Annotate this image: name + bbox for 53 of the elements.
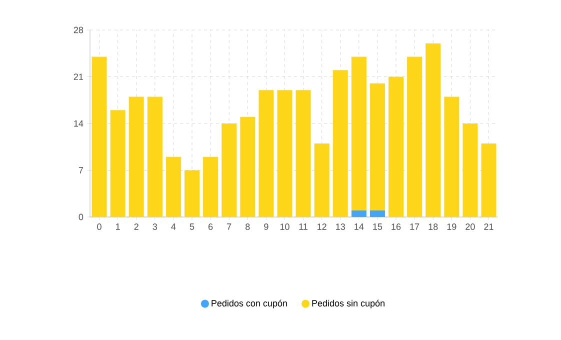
bar: [222, 124, 237, 217]
bar: [314, 144, 330, 217]
bar: [351, 56, 366, 210]
y-tick-label: 7: [78, 167, 84, 174]
x-tick-label: 20: [466, 224, 475, 230]
y-tick-label: 21: [74, 74, 84, 80]
legend-label: Pedidos sin cupón: [312, 300, 384, 308]
bar: [240, 116, 256, 217]
bar: [481, 144, 496, 217]
x-tick-label: 9: [264, 224, 268, 230]
bar: [388, 76, 404, 217]
y-tick-label: 0: [78, 214, 84, 220]
bar: [351, 210, 366, 217]
x-tick-label: 15: [373, 224, 382, 230]
x-tick-label: 12: [318, 224, 326, 230]
bar: [332, 70, 348, 217]
y-tick-label: 14: [74, 120, 84, 127]
y-tick-label: 28: [74, 26, 84, 34]
bar: [184, 170, 200, 217]
x-tick-label: 7: [227, 224, 232, 230]
bar: [166, 156, 181, 217]
x-tick-label: 18: [428, 224, 438, 230]
x-tick-label: 6: [208, 224, 213, 230]
x-tick-label: 21: [484, 224, 494, 230]
x-tick-label: 14: [354, 224, 364, 230]
bar: [258, 90, 274, 217]
bar: [444, 96, 460, 217]
bar: [92, 56, 107, 217]
bar: [277, 90, 292, 217]
x-tick-label: 19: [447, 224, 456, 230]
legend-label: Pedidos con cupón: [212, 300, 287, 308]
bar: [426, 43, 441, 217]
bar: [203, 156, 218, 217]
x-tick-label: 8: [246, 224, 250, 230]
x-tick-label: 17: [410, 224, 420, 230]
x-tick-label: 16: [392, 224, 401, 230]
x-tick-label: 2: [134, 224, 138, 230]
x-tick-label: 1: [116, 224, 120, 230]
x-tick-label: 3: [152, 224, 158, 230]
x-tick-label: 4: [171, 224, 176, 230]
bar: [370, 83, 385, 210]
bar: [147, 96, 162, 217]
x-tick-label: 10: [280, 224, 290, 230]
x-tick-label: 5: [190, 224, 194, 230]
x-tick-label: 13: [336, 224, 345, 230]
x-tick-label: 11: [299, 224, 308, 230]
bar: [462, 124, 478, 217]
bar: [128, 96, 144, 217]
bar: [370, 210, 385, 217]
bar: [110, 110, 126, 217]
bar: [407, 56, 422, 217]
bar: [296, 90, 311, 217]
x-tick-label: 0: [97, 224, 102, 230]
